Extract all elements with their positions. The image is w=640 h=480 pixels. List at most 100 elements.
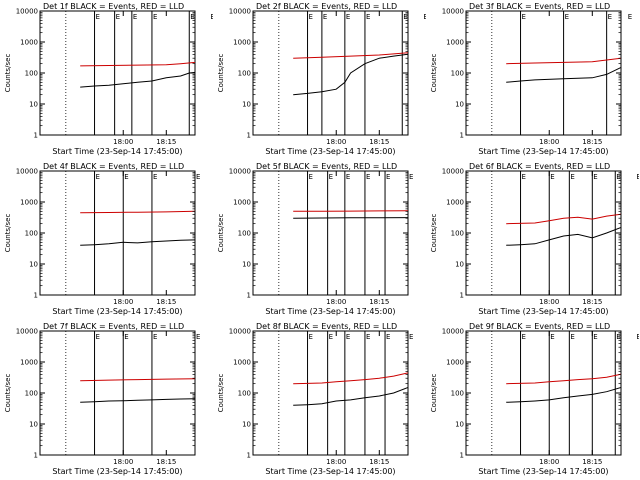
plot-frame bbox=[252, 10, 409, 136]
y-tick-label: 100 bbox=[25, 70, 38, 78]
y-tick-label: 100 bbox=[451, 390, 464, 398]
event-marker-label: E bbox=[522, 333, 526, 341]
event-marker-label: E bbox=[522, 13, 526, 21]
event-marker-label: E bbox=[196, 173, 200, 181]
event-marker-label: E bbox=[116, 13, 120, 21]
event-marker-label: E bbox=[570, 173, 574, 181]
series-line-events bbox=[506, 66, 621, 83]
event-marker-label: E bbox=[133, 13, 137, 21]
y-tick-label: 10000 bbox=[16, 168, 38, 176]
chart-title: Det 2f BLACK = Events, RED = LLD bbox=[256, 2, 397, 11]
x-axis-label: Start Time (23-Sep-14 17:45:00) bbox=[265, 147, 395, 156]
chart-title: Det 4f BLACK = Events, RED = LLD bbox=[43, 162, 184, 171]
x-tick-label: 18:00 bbox=[113, 458, 133, 466]
x-axis-label: Start Time (23-Sep-14 17:45:00) bbox=[478, 307, 608, 316]
y-tick-label: 1000 bbox=[233, 199, 251, 207]
event-marker-label: E bbox=[96, 13, 100, 21]
x-tick-label: 18:15 bbox=[156, 138, 176, 146]
event-marker-label: E bbox=[329, 173, 333, 181]
event-marker-label: E bbox=[593, 333, 597, 341]
x-axis-label: Start Time (23-Sep-14 17:45:00) bbox=[52, 467, 182, 476]
y-tick-label: 10 bbox=[455, 261, 464, 269]
plot-frame bbox=[465, 170, 622, 296]
event-marker-label: E bbox=[346, 173, 350, 181]
y-tick-label: 1000 bbox=[20, 359, 38, 367]
y-tick-label: 1 bbox=[34, 452, 38, 460]
event-marker-label: E bbox=[153, 333, 157, 341]
event-marker-label: E bbox=[323, 13, 327, 21]
series-line-events bbox=[293, 53, 408, 96]
chart-title: Det 7f BLACK = Events, RED = LLD bbox=[43, 322, 184, 331]
series-line-events bbox=[80, 398, 195, 403]
chart-title: Det 9f BLACK = Events, RED = LLD bbox=[469, 322, 610, 331]
event-marker-label: E bbox=[550, 173, 554, 181]
series-line-lld bbox=[506, 373, 621, 385]
y-tick-label: 1000 bbox=[233, 39, 251, 47]
event-marker-label: E bbox=[628, 13, 632, 21]
event-marker-label: E bbox=[210, 13, 213, 21]
y-tick-label: 1 bbox=[460, 132, 464, 140]
event-marker-label: E bbox=[190, 13, 194, 21]
y-tick-label: 10000 bbox=[229, 8, 251, 16]
series-line-lld bbox=[80, 61, 195, 67]
y-tick-label: 1000 bbox=[446, 359, 464, 367]
x-tick-label: 18:00 bbox=[539, 458, 559, 466]
y-tick-label: 10000 bbox=[229, 328, 251, 336]
y-tick-label: 10 bbox=[455, 101, 464, 109]
y-tick-label: 10000 bbox=[442, 8, 464, 16]
event-marker-label: E bbox=[386, 333, 390, 341]
y-tick-label: 1 bbox=[247, 452, 251, 460]
event-marker-label: E bbox=[366, 13, 370, 21]
y-axis-label: Counts/sec bbox=[430, 374, 438, 413]
x-tick-label: 18:15 bbox=[582, 458, 602, 466]
y-axis-label: Counts/sec bbox=[4, 54, 12, 93]
y-tick-label: 1 bbox=[247, 292, 251, 300]
x-tick-label: 18:15 bbox=[582, 138, 602, 146]
event-marker-label: E bbox=[423, 13, 426, 21]
y-tick-label: 1 bbox=[34, 292, 38, 300]
chart-title: Det 3f BLACK = Events, RED = LLD bbox=[469, 2, 610, 11]
series-line-events bbox=[80, 71, 195, 88]
series-line-events bbox=[506, 386, 621, 403]
chart-title: Det 5f BLACK = Events, RED = LLD bbox=[256, 162, 397, 171]
series-line-events bbox=[80, 239, 195, 246]
series-line-lld bbox=[293, 52, 408, 59]
y-tick-label: 100 bbox=[238, 230, 251, 238]
y-tick-label: 100 bbox=[451, 70, 464, 78]
y-axis-label: Counts/sec bbox=[217, 54, 225, 93]
event-marker-label: E bbox=[309, 333, 313, 341]
event-marker-label: E bbox=[309, 173, 313, 181]
event-marker-label: E bbox=[616, 173, 620, 181]
event-marker-label: E bbox=[329, 333, 333, 341]
event-marker-label: E bbox=[636, 333, 639, 341]
series-line-lld bbox=[293, 210, 408, 212]
event-marker-label: E bbox=[153, 13, 157, 21]
event-marker-label: E bbox=[565, 13, 569, 21]
y-tick-label: 10 bbox=[29, 261, 38, 269]
x-tick-label: 18:15 bbox=[156, 458, 176, 466]
event-marker-label: E bbox=[409, 333, 413, 341]
event-marker-label: E bbox=[550, 333, 554, 341]
y-tick-label: 10000 bbox=[442, 328, 464, 336]
x-tick-label: 18:15 bbox=[369, 138, 389, 146]
event-marker-label: E bbox=[366, 173, 370, 181]
y-tick-label: 10 bbox=[242, 101, 251, 109]
event-marker-label: E bbox=[409, 173, 413, 181]
y-tick-label: 10000 bbox=[16, 328, 38, 336]
x-tick-label: 18:00 bbox=[326, 138, 346, 146]
event-marker-label: E bbox=[403, 13, 407, 21]
y-tick-label: 100 bbox=[238, 390, 251, 398]
event-marker-label: E bbox=[608, 13, 612, 21]
y-axis-label: Counts/sec bbox=[217, 374, 225, 413]
x-axis-label: Start Time (23-Sep-14 17:45:00) bbox=[265, 307, 395, 316]
y-tick-label: 100 bbox=[25, 390, 38, 398]
y-axis-label: Counts/sec bbox=[217, 214, 225, 253]
y-tick-label: 10 bbox=[242, 421, 251, 429]
x-tick-label: 18:00 bbox=[326, 298, 346, 306]
event-marker-label: E bbox=[124, 333, 128, 341]
y-tick-label: 1000 bbox=[446, 199, 464, 207]
event-marker-label: E bbox=[616, 333, 620, 341]
